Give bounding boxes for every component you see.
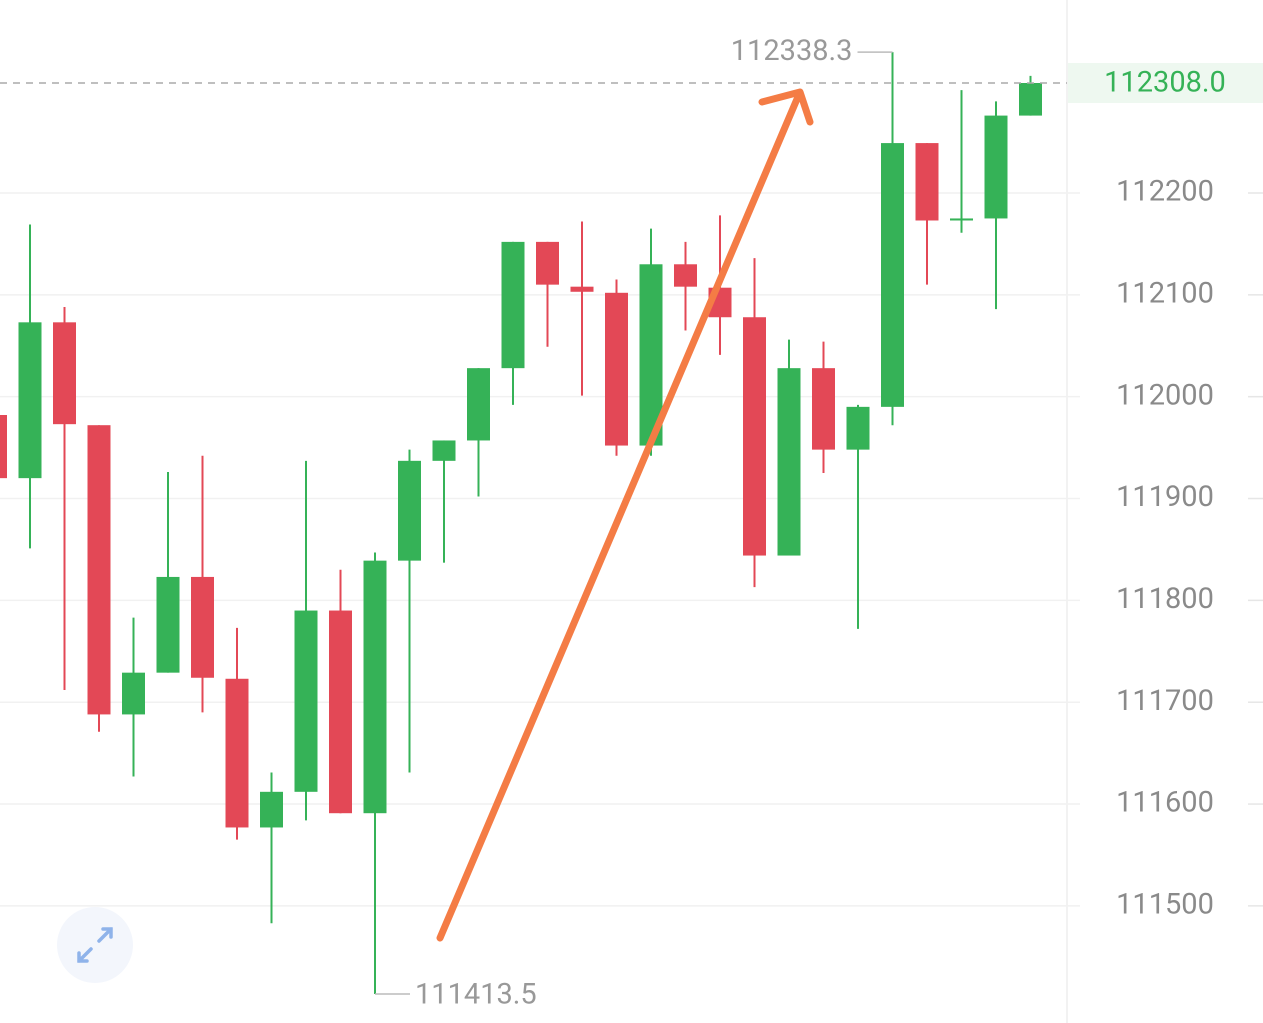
candle-body [0, 415, 7, 479]
price-axis-panel [1067, 0, 1263, 1023]
candle-body [605, 292, 628, 446]
last-price-badge [1068, 63, 1263, 104]
candle-body [812, 368, 835, 450]
candle-body [363, 560, 387, 814]
candle-body [467, 368, 490, 441]
y-tick-label: 112000 [1116, 378, 1214, 412]
y-tick-label: 111600 [1116, 786, 1214, 820]
candle-body [501, 241, 525, 369]
candle-body [570, 286, 594, 292]
candle-body [18, 322, 42, 479]
candle-body [984, 115, 1008, 219]
candle-body [260, 791, 283, 828]
candle-body [536, 241, 559, 285]
y-tick-label: 111800 [1116, 582, 1214, 616]
last-price-label: 112308.0 [1104, 66, 1226, 100]
y-tick-label: 112200 [1116, 175, 1214, 209]
candle-body [743, 317, 766, 556]
candle-body [915, 143, 939, 221]
expand-button[interactable] [57, 907, 133, 983]
candle-body [53, 322, 76, 425]
y-tick-label: 112100 [1116, 276, 1214, 310]
candle-body [432, 440, 456, 461]
candle-body [846, 406, 870, 450]
expand-icon[interactable] [77, 927, 113, 963]
candle-body [225, 678, 249, 828]
candle-body [950, 218, 973, 221]
candle-body [191, 576, 214, 678]
max-label: 112338.3 [731, 34, 853, 68]
candle-body [881, 143, 904, 407]
min-label: 111413.5 [415, 978, 537, 1012]
candle-body [639, 264, 663, 446]
candle-body [674, 264, 697, 287]
candle-body [87, 425, 111, 715]
y-tick-label: 111900 [1116, 480, 1214, 514]
y-tick-label: 111700 [1116, 684, 1214, 718]
candle-body [398, 460, 421, 561]
plot-area [0, 52, 1080, 994]
candle-body [777, 368, 801, 556]
expand-button-bg[interactable] [57, 907, 133, 983]
candle-body [156, 576, 180, 673]
candle-body [122, 672, 145, 715]
trend-arrow [436, 88, 814, 942]
candle-body [329, 610, 352, 814]
y-tick-label: 111500 [1116, 888, 1214, 922]
candle-body [1019, 83, 1042, 116]
candle-body [294, 610, 318, 792]
